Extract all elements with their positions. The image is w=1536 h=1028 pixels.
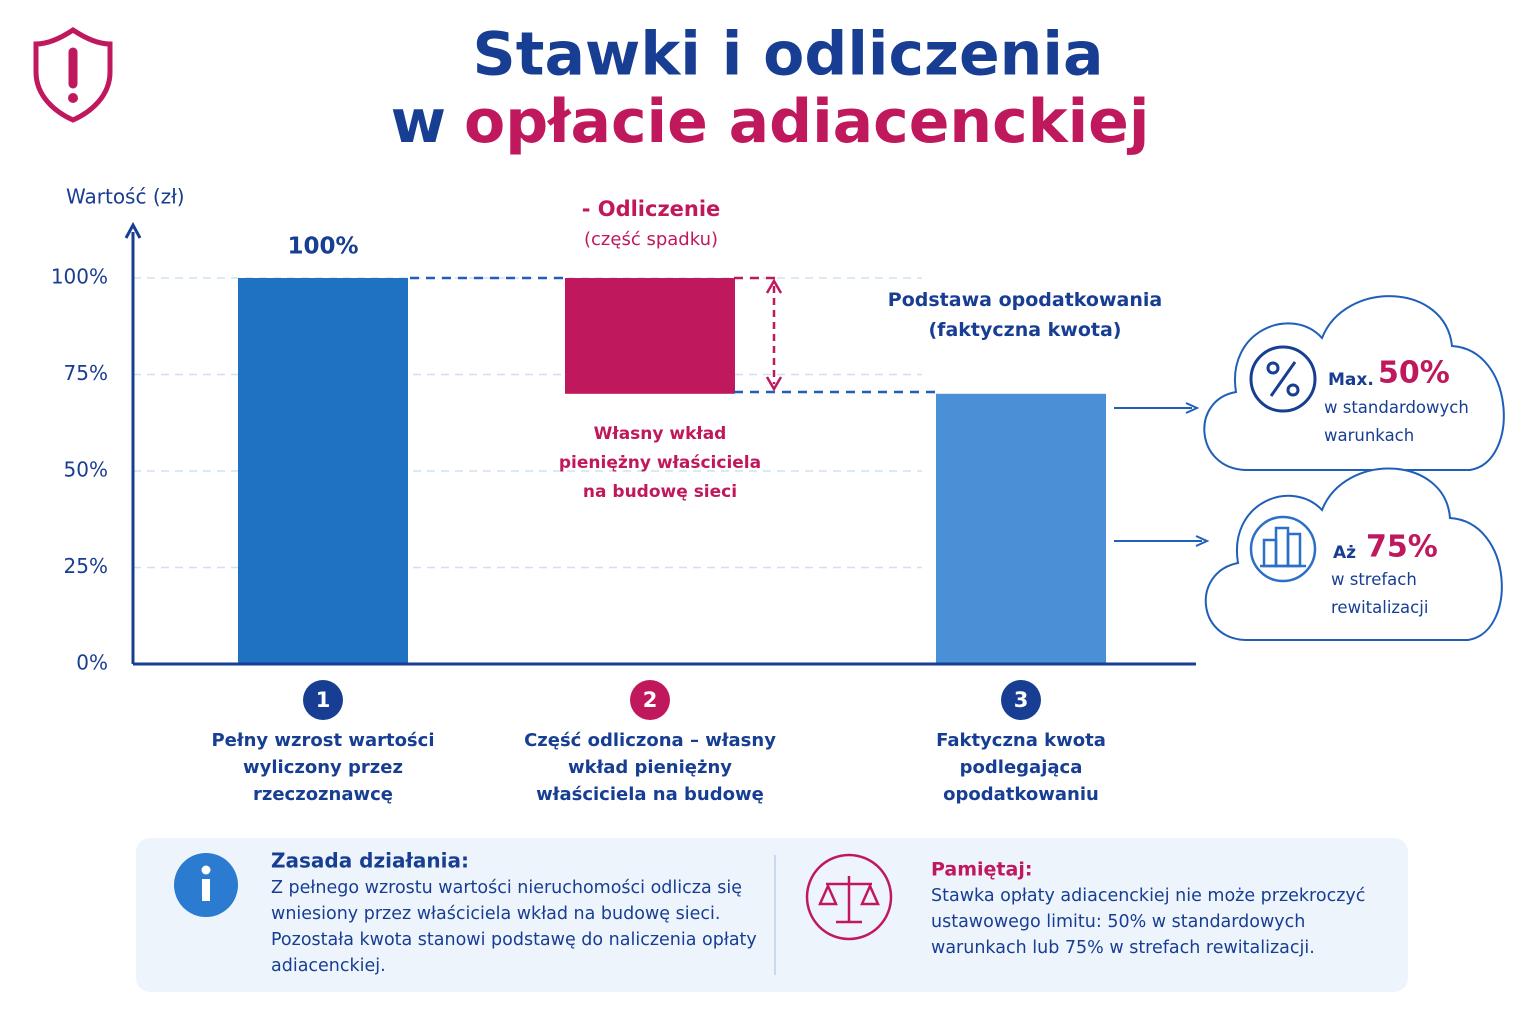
- info-text: Z pełnego wzrostu wartości nieruchomości…: [271, 878, 757, 976]
- callout-text: w standardowych warunkach: [1324, 398, 1469, 445]
- deduction-note-text: Własny wkład pieniężny właściciela na bu…: [558, 424, 762, 502]
- callout-value: 50%: [1378, 356, 1450, 391]
- title-prefix: w: [391, 87, 446, 157]
- step-badge: [630, 680, 670, 720]
- connectors: [410, 276, 1210, 547]
- building-icon: [1249, 515, 1317, 583]
- x-tick-label-text: Część odliczona – własny wkład pieniężny…: [524, 730, 776, 812]
- deduction-subtitle: (część spadku): [584, 229, 718, 250]
- callout-text-text: w standardowych warunkach: [1324, 398, 1469, 445]
- callout-text-text: w strefach rewitalizacji: [1331, 570, 1429, 617]
- title-line2: w opłacie adiacenckiej: [391, 87, 1150, 157]
- step-badge: [1001, 680, 1041, 720]
- base-label-text: Podstawa opodatkowania (faktyczna kwota): [887, 289, 1163, 341]
- info-heading: Zasada działania:: [271, 849, 469, 873]
- bar: [565, 278, 735, 394]
- grid: 0% 25% 50% 75% 100%: [51, 265, 922, 675]
- callout-prefix: Max.: [1328, 370, 1374, 390]
- step-badge: [303, 680, 343, 720]
- callout-text: w strefach rewitalizacji: [1331, 570, 1429, 617]
- info-icon: [174, 853, 238, 917]
- info-text-body: Z pełnego wzrostu wartości nieruchomości…: [271, 878, 757, 976]
- x-tick-label-text: Faktyczna kwota podlegająca opodatkowani…: [936, 730, 1106, 805]
- title-line1: Stawki i odliczenia: [473, 20, 1104, 90]
- x-tick-label: Faktyczna kwota podlegająca opodatkowani…: [936, 730, 1106, 805]
- reminder-heading: Pamiętaj:: [931, 859, 1032, 881]
- cloud-shape: [1204, 467, 1503, 641]
- x-tick-label: Pełny wzrost wartości wyliczony przez rz…: [211, 730, 435, 805]
- y-tick-label: 0%: [76, 651, 108, 675]
- step-number: 2: [643, 688, 658, 712]
- x-tick-label: Część odliczona – własny wkład pieniężny…: [524, 730, 776, 812]
- bar: [238, 278, 408, 664]
- bars: 100% 1 Pełny wzrost wartości wyliczony prz…: [211, 234, 1106, 812]
- info-panel: [136, 838, 1408, 992]
- base-label: Podstawa opodatkowania (faktyczna kwota): [887, 289, 1163, 341]
- step-number: 3: [1014, 688, 1029, 712]
- y-tick-label: 50%: [64, 458, 108, 482]
- warning-shield-icon: [33, 26, 113, 123]
- cloud-shape: [1203, 295, 1505, 471]
- callout-texts: Max. 50% w standardowych warunkach Aż 75% w s…: [1324, 356, 1469, 618]
- y-tick-label: 25%: [64, 554, 108, 578]
- deduction-title: - Odliczenie: [582, 197, 721, 221]
- percent-icon: [1249, 345, 1317, 413]
- callout-prefix: Aż: [1333, 543, 1356, 563]
- y-axis-label: Wartość (zł): [66, 185, 185, 209]
- y-tick-label: 100%: [51, 265, 108, 289]
- step-number: 1: [316, 688, 331, 712]
- axes: [124, 221, 1196, 666]
- x-tick-label-text: Pełny wzrost wartości wyliczony przez rz…: [211, 730, 435, 805]
- value-label: 100%: [287, 234, 358, 260]
- callout-value: 75%: [1366, 530, 1438, 565]
- callout-clouds: [1203, 295, 1505, 641]
- reminder-text-body: Stawka opłaty adiacenckiej nie może prze…: [931, 886, 1366, 958]
- y-tick-label: 75%: [64, 361, 108, 385]
- title-highlight: opłacie adiacenckiej: [464, 87, 1149, 157]
- bar: [936, 393, 1106, 664]
- deduction-note: Własny wkład pieniężny właściciela na bu…: [558, 424, 762, 502]
- scale-icon: [805, 853, 893, 941]
- reminder-text: Stawka opłaty adiacenckiej nie może prze…: [931, 886, 1366, 958]
